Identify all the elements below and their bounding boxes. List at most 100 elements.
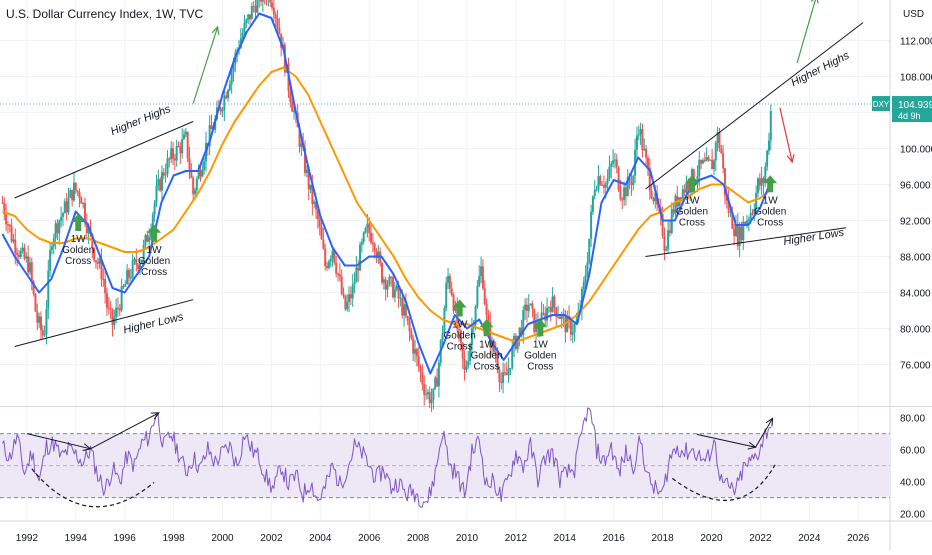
- candle: [8, 224, 11, 227]
- candle: [553, 296, 556, 308]
- candle: [524, 304, 527, 311]
- candle: [397, 285, 400, 299]
- candle: [221, 110, 224, 112]
- candle: [199, 170, 202, 177]
- candle: [478, 276, 481, 287]
- candle: [450, 288, 453, 296]
- candle: [637, 134, 640, 136]
- candle: [203, 161, 206, 170]
- candle: [335, 262, 338, 274]
- candle: [384, 279, 387, 290]
- candle: [3, 202, 6, 215]
- time-tick-label: 2008: [407, 533, 430, 544]
- candle: [87, 227, 90, 234]
- candle: [733, 228, 736, 236]
- candle: [190, 169, 193, 178]
- candle: [63, 201, 66, 214]
- candle: [489, 322, 492, 348]
- candle: [531, 303, 534, 309]
- golden-cross-label: Golden: [138, 256, 170, 267]
- time-tick-label: 2002: [260, 533, 283, 544]
- candle: [201, 169, 204, 177]
- candle: [104, 279, 107, 294]
- candle: [586, 262, 589, 275]
- golden-cross-label: Cross: [527, 361, 553, 372]
- candle: [753, 208, 756, 214]
- candle: [12, 239, 15, 242]
- candle: [138, 263, 141, 270]
- candle: [39, 316, 42, 331]
- candle: [304, 148, 307, 173]
- candle: [459, 330, 462, 343]
- candle: [571, 332, 574, 335]
- candle: [293, 111, 296, 113]
- candle: [390, 276, 393, 278]
- candle: [476, 286, 479, 307]
- candle: [679, 197, 682, 202]
- candle: [326, 266, 329, 268]
- candle: [148, 236, 151, 242]
- candle: [232, 63, 235, 72]
- candle: [271, 2, 274, 8]
- candle: [547, 307, 550, 309]
- candle: [188, 158, 191, 170]
- up-arrow-icon: [71, 214, 86, 231]
- candle: [648, 167, 651, 192]
- candle: [316, 209, 319, 220]
- rsi-arc: [31, 468, 155, 508]
- candle: [333, 250, 336, 263]
- golden-cross-label: 1W: [452, 320, 468, 331]
- candle: [309, 184, 312, 190]
- candle: [320, 226, 323, 240]
- up-arrow-icon: [147, 224, 162, 242]
- candle: [701, 160, 704, 164]
- candle: [419, 366, 422, 373]
- candle: [223, 95, 226, 111]
- candle: [582, 281, 585, 289]
- candle: [276, 18, 279, 28]
- candle: [731, 211, 734, 229]
- candle: [549, 307, 552, 312]
- candle: [661, 214, 664, 236]
- candle: [650, 191, 653, 199]
- candle: [80, 198, 83, 204]
- candle: [610, 163, 613, 167]
- candle: [1, 202, 4, 204]
- candle: [362, 232, 365, 242]
- candle: [153, 202, 156, 215]
- candle: [228, 84, 231, 91]
- candle: [529, 303, 532, 306]
- candle: [38, 316, 41, 323]
- candle: [447, 275, 450, 283]
- up-arrow-icon: [763, 175, 778, 193]
- candle: [604, 183, 607, 188]
- candle: [687, 182, 690, 191]
- candle: [122, 286, 125, 288]
- candle: [102, 279, 105, 281]
- golden-cross-label: Golden: [676, 206, 708, 217]
- candle: [76, 190, 79, 192]
- candle: [747, 219, 750, 221]
- candle: [43, 334, 46, 336]
- candle: [551, 296, 554, 312]
- symbol-badge-text: DXY: [873, 100, 890, 109]
- candle: [131, 260, 134, 278]
- time-tick-label: 2000: [211, 533, 234, 544]
- candle: [74, 182, 77, 191]
- candle: [260, 0, 263, 2]
- candle: [298, 127, 301, 147]
- candle: [230, 71, 233, 85]
- candle: [718, 132, 721, 149]
- candle: [467, 361, 470, 367]
- candle: [10, 226, 13, 242]
- rsi-line: [1, 407, 772, 508]
- candle: [623, 187, 626, 201]
- candle: [327, 261, 330, 268]
- candle: [496, 355, 499, 370]
- candle: [668, 230, 671, 233]
- candle: [245, 19, 248, 23]
- candle: [399, 297, 402, 299]
- candle: [518, 327, 521, 336]
